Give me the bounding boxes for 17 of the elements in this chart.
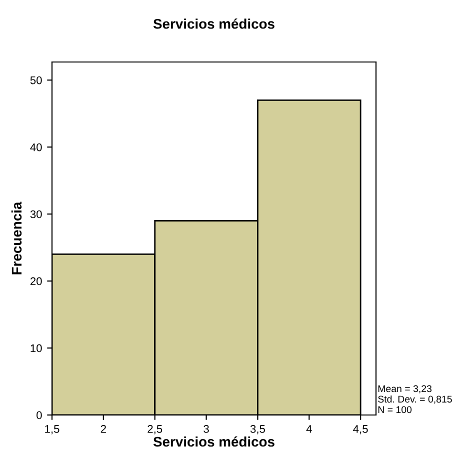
x-tick-label: 3 (204, 425, 209, 433)
y-tick-label: 0 (36, 411, 42, 420)
x-tick-label: 2,5 (148, 425, 162, 434)
x-tick-label: 4,5 (353, 425, 368, 434)
x-axis-title: Servicios médicos (153, 436, 274, 447)
y-tick-label: 20 (30, 277, 42, 286)
y-tick-label: 30 (30, 210, 42, 218)
y-axis-title: Frecuencia (11, 202, 22, 274)
y-tick-label: 40 (30, 143, 42, 152)
y-tick-label: 10 (30, 344, 42, 352)
x-tick-label: 3,5 (250, 425, 265, 434)
x-tick-label: 2 (100, 425, 106, 433)
chart-title: Servicios médicos (153, 18, 274, 29)
y-tick-label: 50 (30, 76, 42, 84)
text: Mean = 3,23 Std. Dev. = 0,815 N = 100 (378, 385, 452, 414)
x-tick-label: 4 (306, 425, 312, 433)
x-tick-label: 1,5 (45, 425, 60, 434)
